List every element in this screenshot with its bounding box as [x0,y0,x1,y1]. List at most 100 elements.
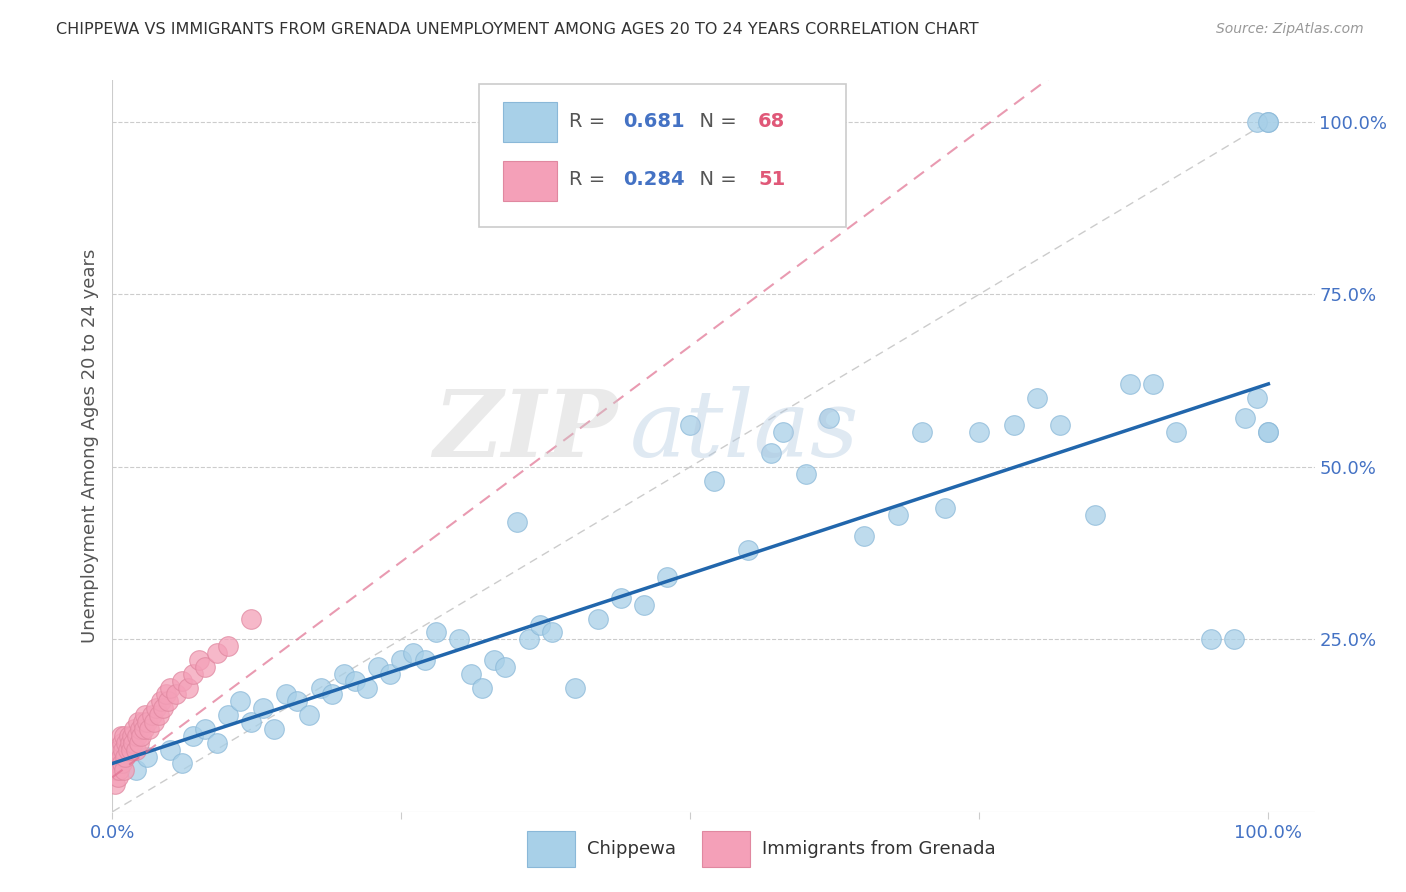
Point [586,611,609,625]
Text: N =: N = [688,112,744,131]
Y-axis label: Unemployment Among Ages 20 to 24 years: Unemployment Among Ages 20 to 24 years [80,249,98,643]
Point [772,425,794,440]
Point [332,666,354,681]
Point [1026,391,1049,405]
Text: R =: R = [569,112,612,131]
Point [564,681,586,695]
Point [136,714,159,729]
Point [1234,411,1257,425]
Point [1257,425,1279,440]
Bar [702,831,749,867]
Point [482,653,505,667]
Point [1246,114,1268,128]
Point [934,501,956,516]
Point [367,660,389,674]
Point [1246,391,1268,405]
Point [143,714,166,729]
Text: 0.681: 0.681 [623,112,685,131]
Point [112,729,135,743]
Point [118,729,141,743]
Point [128,736,150,750]
Point [138,722,160,736]
Point [114,749,136,764]
Point [148,708,170,723]
Point [449,632,471,647]
Point [344,673,367,688]
Point [506,515,529,529]
Point [108,764,131,778]
Text: N =: N = [688,169,744,188]
Point [127,714,149,729]
Point [818,411,841,425]
Point [1257,425,1279,440]
Point [263,722,285,736]
Point [356,681,378,695]
Point [104,777,127,791]
Point [460,666,482,681]
Point [1049,418,1071,433]
Point [131,714,153,729]
Point [240,611,263,625]
Text: 51: 51 [758,169,786,188]
Text: 68: 68 [758,112,786,131]
Point [107,742,129,756]
Point [425,625,447,640]
Bar [503,103,557,143]
Point [287,694,309,708]
Point [170,673,193,688]
Point [110,729,132,743]
Point [610,591,633,605]
Point [633,598,655,612]
Text: Source: ZipAtlas.com: Source: ZipAtlas.com [1216,22,1364,37]
Point [1199,632,1222,647]
Point [117,742,139,756]
Point [150,694,173,708]
Point [165,687,187,701]
Point [679,418,702,433]
Text: CHIPPEWA VS IMMIGRANTS FROM GRENADA UNEMPLOYMENT AMONG AGES 20 TO 24 YEARS CORRE: CHIPPEWA VS IMMIGRANTS FROM GRENADA UNEM… [56,22,979,37]
Point [529,618,551,632]
Point [145,701,167,715]
Point [141,708,163,723]
Point [122,736,145,750]
Point [702,474,725,488]
Point [112,764,135,778]
Point [1142,376,1164,391]
Point [110,749,132,764]
Point [152,701,174,715]
Point [540,625,562,640]
Point [124,722,146,736]
Point [124,742,146,756]
Point [309,681,332,695]
Point [115,736,138,750]
Point [761,446,783,460]
Point [378,666,401,681]
Bar [503,161,557,201]
Point [1164,425,1187,440]
Point [104,764,127,778]
Point [205,736,228,750]
Text: Chippewa: Chippewa [588,840,676,858]
Point [155,687,177,701]
Point [194,722,217,736]
Point [657,570,679,584]
Point [737,542,759,557]
Point [183,729,205,743]
Point [107,770,129,784]
Point [194,660,217,674]
Point [274,687,297,701]
Point [471,681,494,695]
Point [129,722,152,736]
Point [887,508,910,522]
Point [134,708,156,723]
Point [413,653,436,667]
Point [1002,418,1025,433]
Point [132,722,155,736]
Point [298,708,321,723]
Point [183,666,205,681]
FancyBboxPatch shape [479,84,846,227]
Point [205,646,228,660]
Point [228,694,250,708]
Point [1222,632,1244,647]
Point [136,749,159,764]
